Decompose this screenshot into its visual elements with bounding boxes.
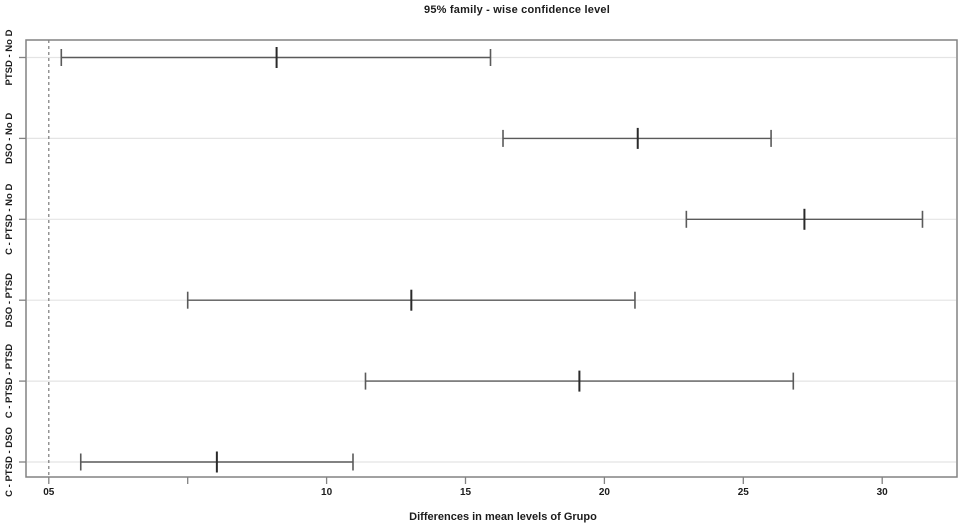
- y-axis-label: DSO - PTSD: [4, 273, 15, 328]
- y-axis-label: PTSD - No D: [4, 29, 15, 85]
- x-tick-label: 10: [321, 487, 333, 498]
- plot-border: [25, 39, 958, 478]
- x-tick-label: 30: [877, 487, 889, 498]
- x-tick-label: 25: [738, 487, 750, 498]
- y-axis-label: C - PTSD - DSO: [4, 427, 15, 497]
- chart-title: 95% family - wise confidence level: [424, 4, 610, 16]
- x-tick-label: 20: [599, 487, 611, 498]
- x-tick-label: 05: [43, 487, 55, 498]
- x-axis-title: Differences in mean levels of Grupo: [409, 511, 597, 523]
- y-axis-label: DSO - No D: [4, 113, 15, 164]
- y-axis-label: C - PTSD - PTSD: [4, 344, 15, 419]
- y-axis-label: C - PTSD - No D: [4, 184, 15, 255]
- x-tick-label: 15: [460, 487, 472, 498]
